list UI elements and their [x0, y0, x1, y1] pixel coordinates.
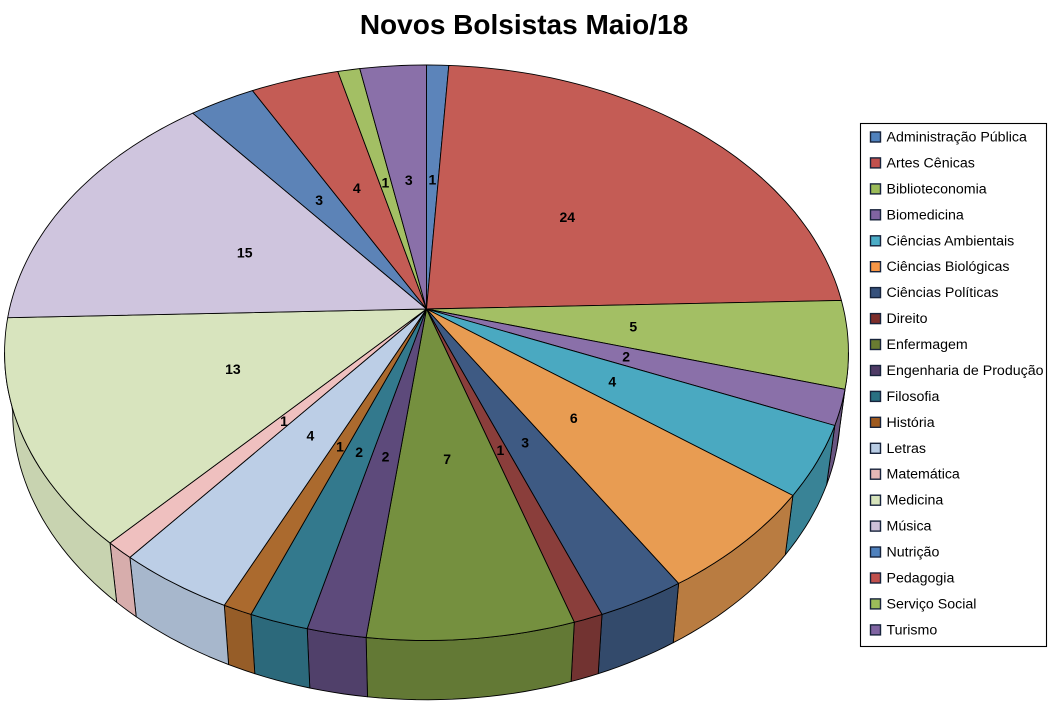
svg-text:3: 3 — [405, 172, 413, 188]
svg-text:7: 7 — [443, 451, 451, 467]
svg-text:24: 24 — [560, 209, 576, 225]
svg-text:Biomedicina: Biomedicina — [887, 207, 964, 223]
svg-text:Administração Pública: Administração Pública — [887, 130, 1027, 146]
svg-text:Ciências Ambientais: Ciências Ambientais — [887, 233, 1015, 249]
svg-text:Serviço Social: Serviço Social — [887, 596, 977, 612]
svg-text:2: 2 — [382, 449, 390, 465]
svg-text:2: 2 — [622, 348, 630, 364]
svg-text:15: 15 — [237, 245, 253, 261]
svg-text:Novos Bolsistas Maio/18: Novos Bolsistas Maio/18 — [360, 9, 688, 40]
svg-text:Biblioteconomia: Biblioteconomia — [887, 181, 987, 197]
svg-text:Medicina: Medicina — [887, 493, 944, 509]
svg-text:4: 4 — [353, 180, 361, 196]
svg-text:Pedagogia: Pedagogia — [887, 571, 955, 587]
svg-text:Turismo: Turismo — [887, 622, 938, 638]
svg-text:2: 2 — [355, 444, 363, 460]
svg-text:Letras: Letras — [887, 441, 926, 457]
svg-text:4: 4 — [608, 373, 616, 389]
svg-text:Ciências Políticas: Ciências Políticas — [887, 285, 999, 301]
svg-text:1: 1 — [382, 174, 390, 190]
svg-text:Ciências Biológicas: Ciências Biológicas — [887, 259, 1010, 275]
svg-text:6: 6 — [570, 410, 578, 426]
svg-text:3: 3 — [521, 435, 529, 451]
svg-text:4: 4 — [307, 427, 315, 443]
svg-text:13: 13 — [225, 361, 241, 377]
svg-text:1: 1 — [429, 172, 437, 188]
svg-text:Engenharia de Produção: Engenharia de Produção — [887, 363, 1044, 379]
svg-text:História: História — [887, 415, 935, 431]
svg-text:Filosofia: Filosofia — [887, 389, 940, 405]
svg-text:1: 1 — [497, 442, 505, 458]
svg-text:5: 5 — [629, 318, 637, 334]
svg-text:1: 1 — [336, 439, 344, 455]
svg-text:Nutrição: Nutrição — [887, 545, 940, 561]
svg-text:3: 3 — [315, 192, 323, 208]
svg-text:Enfermagem: Enfermagem — [887, 337, 968, 353]
svg-text:Artes Cênicas: Artes Cênicas — [887, 155, 975, 171]
svg-text:Direito: Direito — [887, 311, 928, 327]
svg-text:1: 1 — [280, 413, 288, 429]
svg-text:Música: Música — [887, 519, 932, 535]
svg-text:Matemática: Matemática — [887, 467, 960, 483]
